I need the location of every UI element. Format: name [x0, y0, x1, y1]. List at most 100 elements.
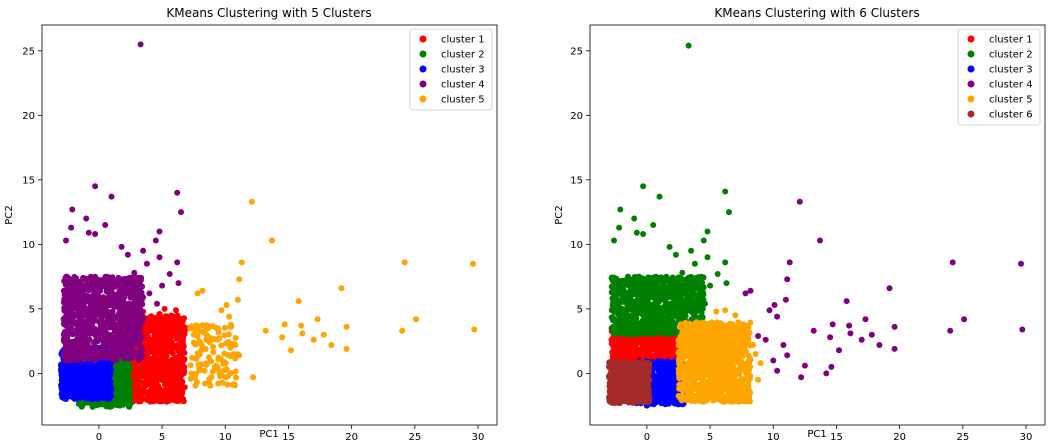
data-point: [203, 322, 210, 329]
data-point: [180, 398, 187, 405]
data-point: [80, 351, 87, 358]
data-point: [250, 374, 257, 381]
y-tick-label: 10: [22, 240, 35, 251]
data-point: [194, 350, 201, 357]
chart-panel-6-clusters: KMeans Clustering with 6 Clusters 0 5 10 15…: [554, 6, 1046, 441]
data-point: [209, 323, 216, 330]
data-point: [159, 329, 166, 336]
data-point: [669, 318, 676, 325]
data-point: [120, 318, 127, 325]
y-tick-label: 0: [29, 369, 35, 380]
data-point: [98, 401, 105, 408]
data-point: [232, 342, 239, 348]
data-point: [140, 365, 147, 372]
data-point: [726, 209, 732, 216]
data-point: [143, 260, 150, 267]
data-point: [401, 259, 408, 266]
data-point: [722, 188, 729, 195]
data-point: [113, 323, 120, 330]
data-point: [103, 313, 110, 320]
data-point: [111, 303, 118, 310]
data-point: [199, 287, 206, 294]
data-point: [170, 380, 177, 387]
legend-label: cluster 2: [441, 50, 485, 61]
data-point: [117, 277, 123, 284]
data-point: [175, 381, 182, 388]
data-point: [92, 344, 99, 351]
data-point: [127, 396, 134, 403]
data-point: [126, 319, 133, 326]
data-point: [619, 320, 626, 327]
data-point: [190, 339, 197, 346]
data-point: [262, 327, 269, 334]
data-point: [230, 351, 237, 358]
data-point: [62, 348, 68, 355]
data-point: [223, 366, 230, 373]
data-point: [136, 350, 143, 356]
y-tick-label: 5: [29, 304, 35, 315]
data-point: [608, 274, 615, 281]
data-point: [72, 380, 79, 387]
data-point: [70, 287, 77, 294]
data-point: [656, 314, 663, 321]
data-point: [178, 316, 184, 323]
legend-label: cluster 1: [441, 35, 485, 46]
data-point: [98, 394, 104, 401]
data-point: [147, 348, 154, 355]
data-point: [92, 231, 99, 237]
data-point: [73, 321, 80, 328]
data-point: [65, 315, 72, 322]
data-point: [107, 318, 114, 325]
data-point: [631, 215, 638, 222]
data-point: [84, 338, 91, 345]
data-point: [99, 283, 105, 290]
data-point: [634, 283, 641, 289]
data-point: [677, 309, 683, 316]
data-point: [100, 308, 107, 315]
data-point: [224, 340, 231, 347]
data-point: [67, 278, 73, 285]
data-point: [161, 305, 168, 312]
data-point: [650, 301, 657, 308]
data-point: [197, 339, 204, 346]
data-point: [99, 387, 106, 394]
legend-marker: [419, 50, 427, 58]
data-point: [128, 307, 135, 314]
data-point: [173, 307, 179, 314]
data-point: [288, 347, 294, 354]
data-point: [96, 278, 102, 285]
data-point: [147, 321, 154, 328]
data-point: [662, 296, 669, 303]
data-point: [679, 269, 686, 276]
legend-marker: [419, 65, 427, 73]
x-tick-label: 5: [159, 432, 165, 441]
data-point: [610, 327, 617, 334]
data-point: [106, 377, 113, 384]
data-point: [150, 369, 157, 375]
data-point: [658, 277, 664, 284]
data-point: [152, 351, 158, 358]
data-point: [662, 388, 669, 394]
data-point: [652, 273, 659, 280]
data-point: [136, 277, 143, 284]
data-point: [163, 317, 170, 324]
data-point: [659, 328, 666, 335]
data-point: [640, 183, 647, 190]
data-point: [82, 319, 89, 326]
data-point: [611, 237, 617, 244]
data-point: [662, 348, 669, 355]
data-point: [163, 369, 170, 376]
data-point: [210, 344, 217, 350]
x-tick-label: 25: [408, 432, 421, 441]
data-point: [108, 193, 115, 200]
data-point: [298, 322, 305, 329]
data-point: [699, 279, 706, 286]
data-point: [83, 370, 90, 377]
data-point: [631, 330, 638, 337]
legend-label: cluster 4: [441, 80, 485, 91]
data-point: [94, 327, 101, 334]
data-point: [638, 294, 645, 301]
data-point: [218, 307, 225, 314]
data-point: [269, 237, 275, 244]
